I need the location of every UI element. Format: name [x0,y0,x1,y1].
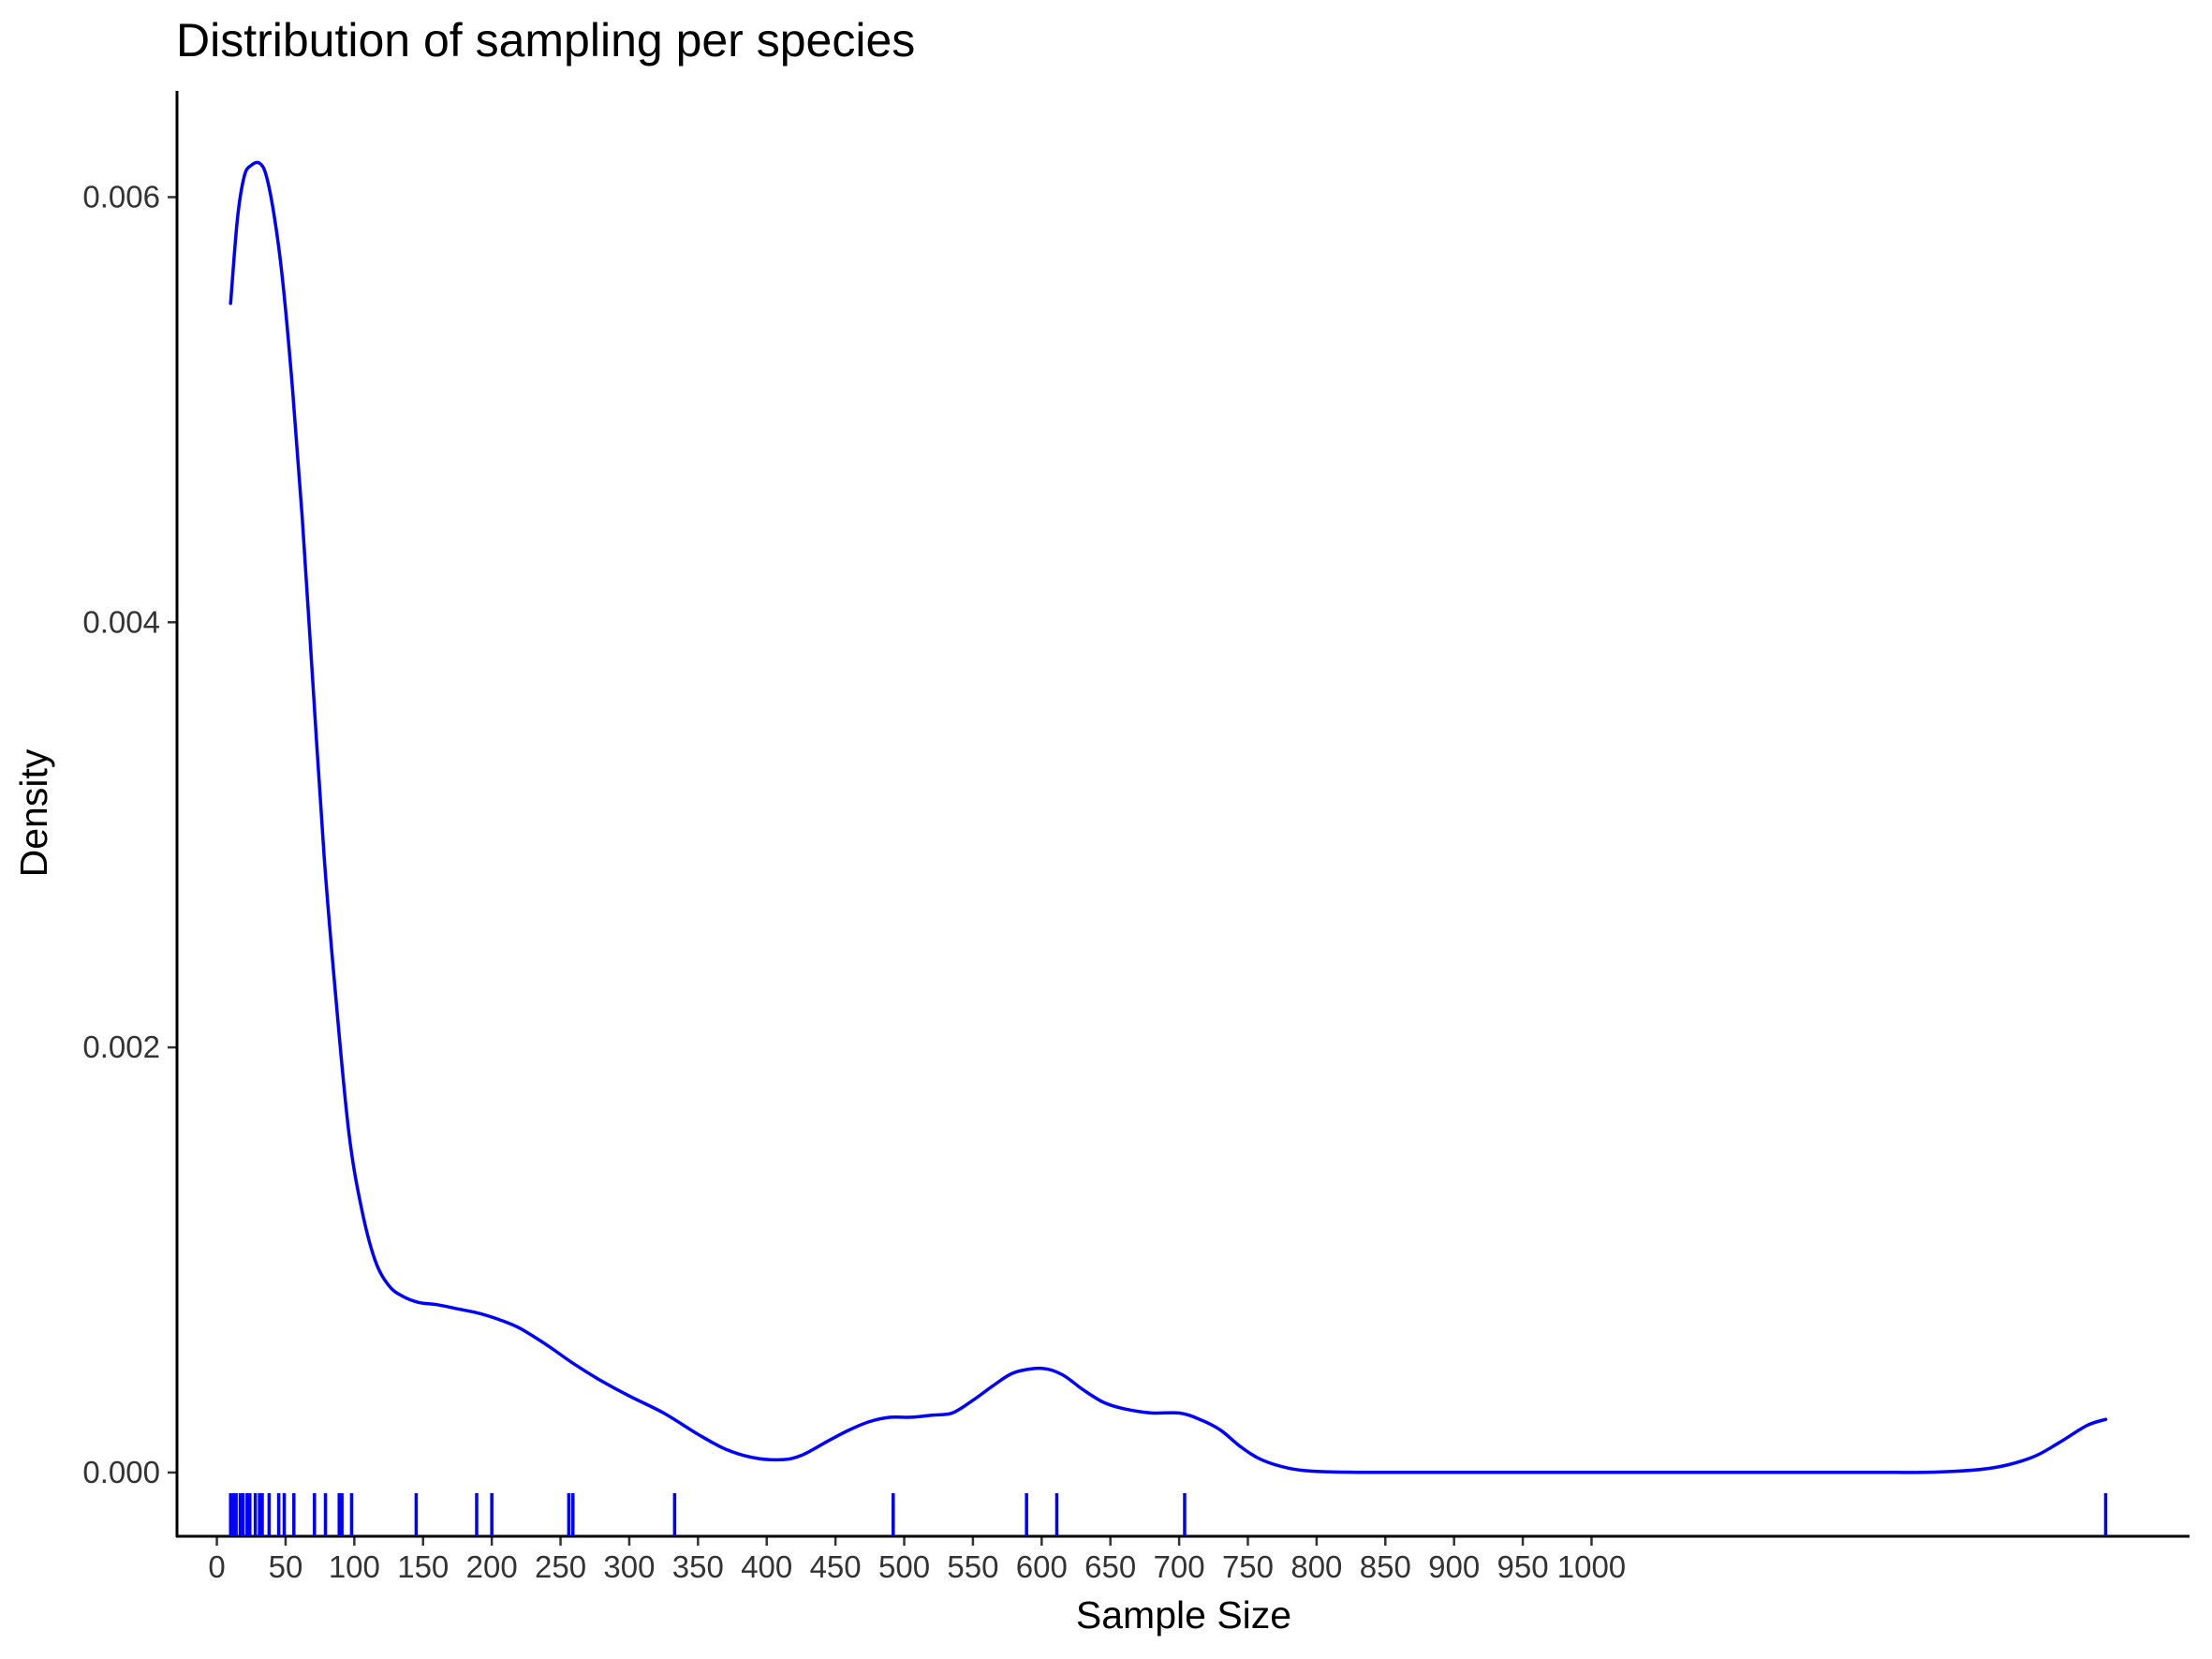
x-tick-label: 150 [397,1549,449,1584]
x-tick-label: 450 [810,1549,862,1584]
x-tick-label: 100 [329,1549,380,1584]
x-tick-label: 550 [947,1549,998,1584]
x-tick-label: 1000 [1557,1549,1626,1584]
x-tick-label: 200 [466,1549,518,1584]
x-tick-label: 500 [878,1549,930,1584]
x-tick-label: 850 [1360,1549,1411,1584]
rug-marks [229,1493,2108,1536]
x-tick-label: 800 [1290,1549,1342,1584]
y-axis-label: Density [12,748,55,877]
x-tick-label: 950 [1497,1549,1549,1584]
x-tick-label: 350 [672,1549,724,1584]
x-tick-label: 50 [269,1549,303,1584]
x-tick-label: 650 [1084,1549,1136,1584]
x-tick-label: 0 [208,1549,225,1584]
y-tick-label: 0.006 [82,179,160,214]
y-axis: 0.000 0.002 0.004 0.006 [82,179,177,1489]
y-tick-label: 0.000 [82,1455,160,1489]
x-tick-label: 700 [1154,1549,1205,1584]
y-tick-label: 0.004 [82,604,160,639]
x-tick-label: 250 [535,1549,586,1584]
x-axis: 0 50 100 150 200 250 300 350 400 450 500 550 600 650 7… [208,1536,1626,1584]
x-tick-label: 600 [1016,1549,1068,1584]
x-tick-label: 400 [741,1549,792,1584]
y-tick-label: 0.002 [82,1029,160,1064]
x-tick-label: 900 [1428,1549,1480,1584]
x-tick-label: 750 [1222,1549,1274,1584]
x-tick-label: 300 [603,1549,655,1584]
x-axis-label: Sample Size [1076,1593,1291,1637]
chart-title: Distribution of sampling per species [176,14,915,67]
density-curve [229,160,2108,1474]
